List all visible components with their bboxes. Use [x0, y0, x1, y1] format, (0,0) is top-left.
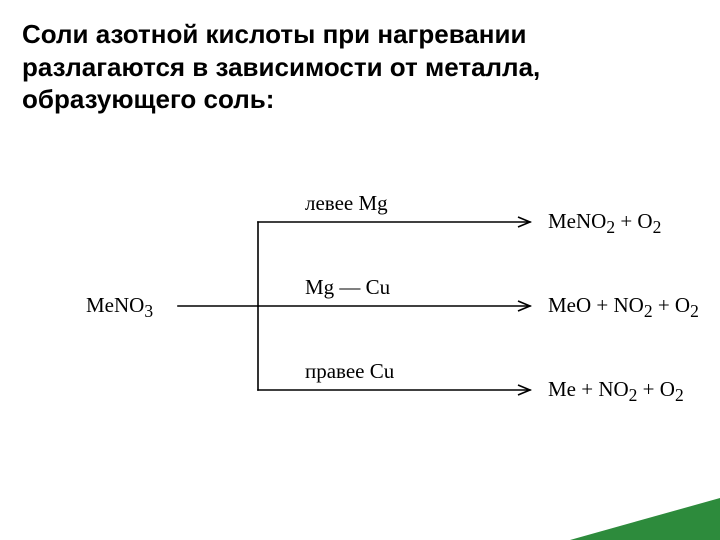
decomposition-scheme	[0, 0, 720, 540]
branch-product-2: Me + NO2 + O2	[548, 377, 684, 406]
slide-corner-accent	[570, 498, 720, 540]
branch-product-0: MeNO2 + O2	[548, 209, 661, 238]
branch-product-1: MeO + NO2 + O2	[548, 293, 699, 322]
branch-condition-0: левее Mg	[305, 191, 388, 216]
branch-condition-1: Mg — Cu	[305, 275, 390, 300]
branch-condition-2: правее Cu	[305, 359, 394, 384]
root-formula: MeNO3	[86, 293, 153, 322]
